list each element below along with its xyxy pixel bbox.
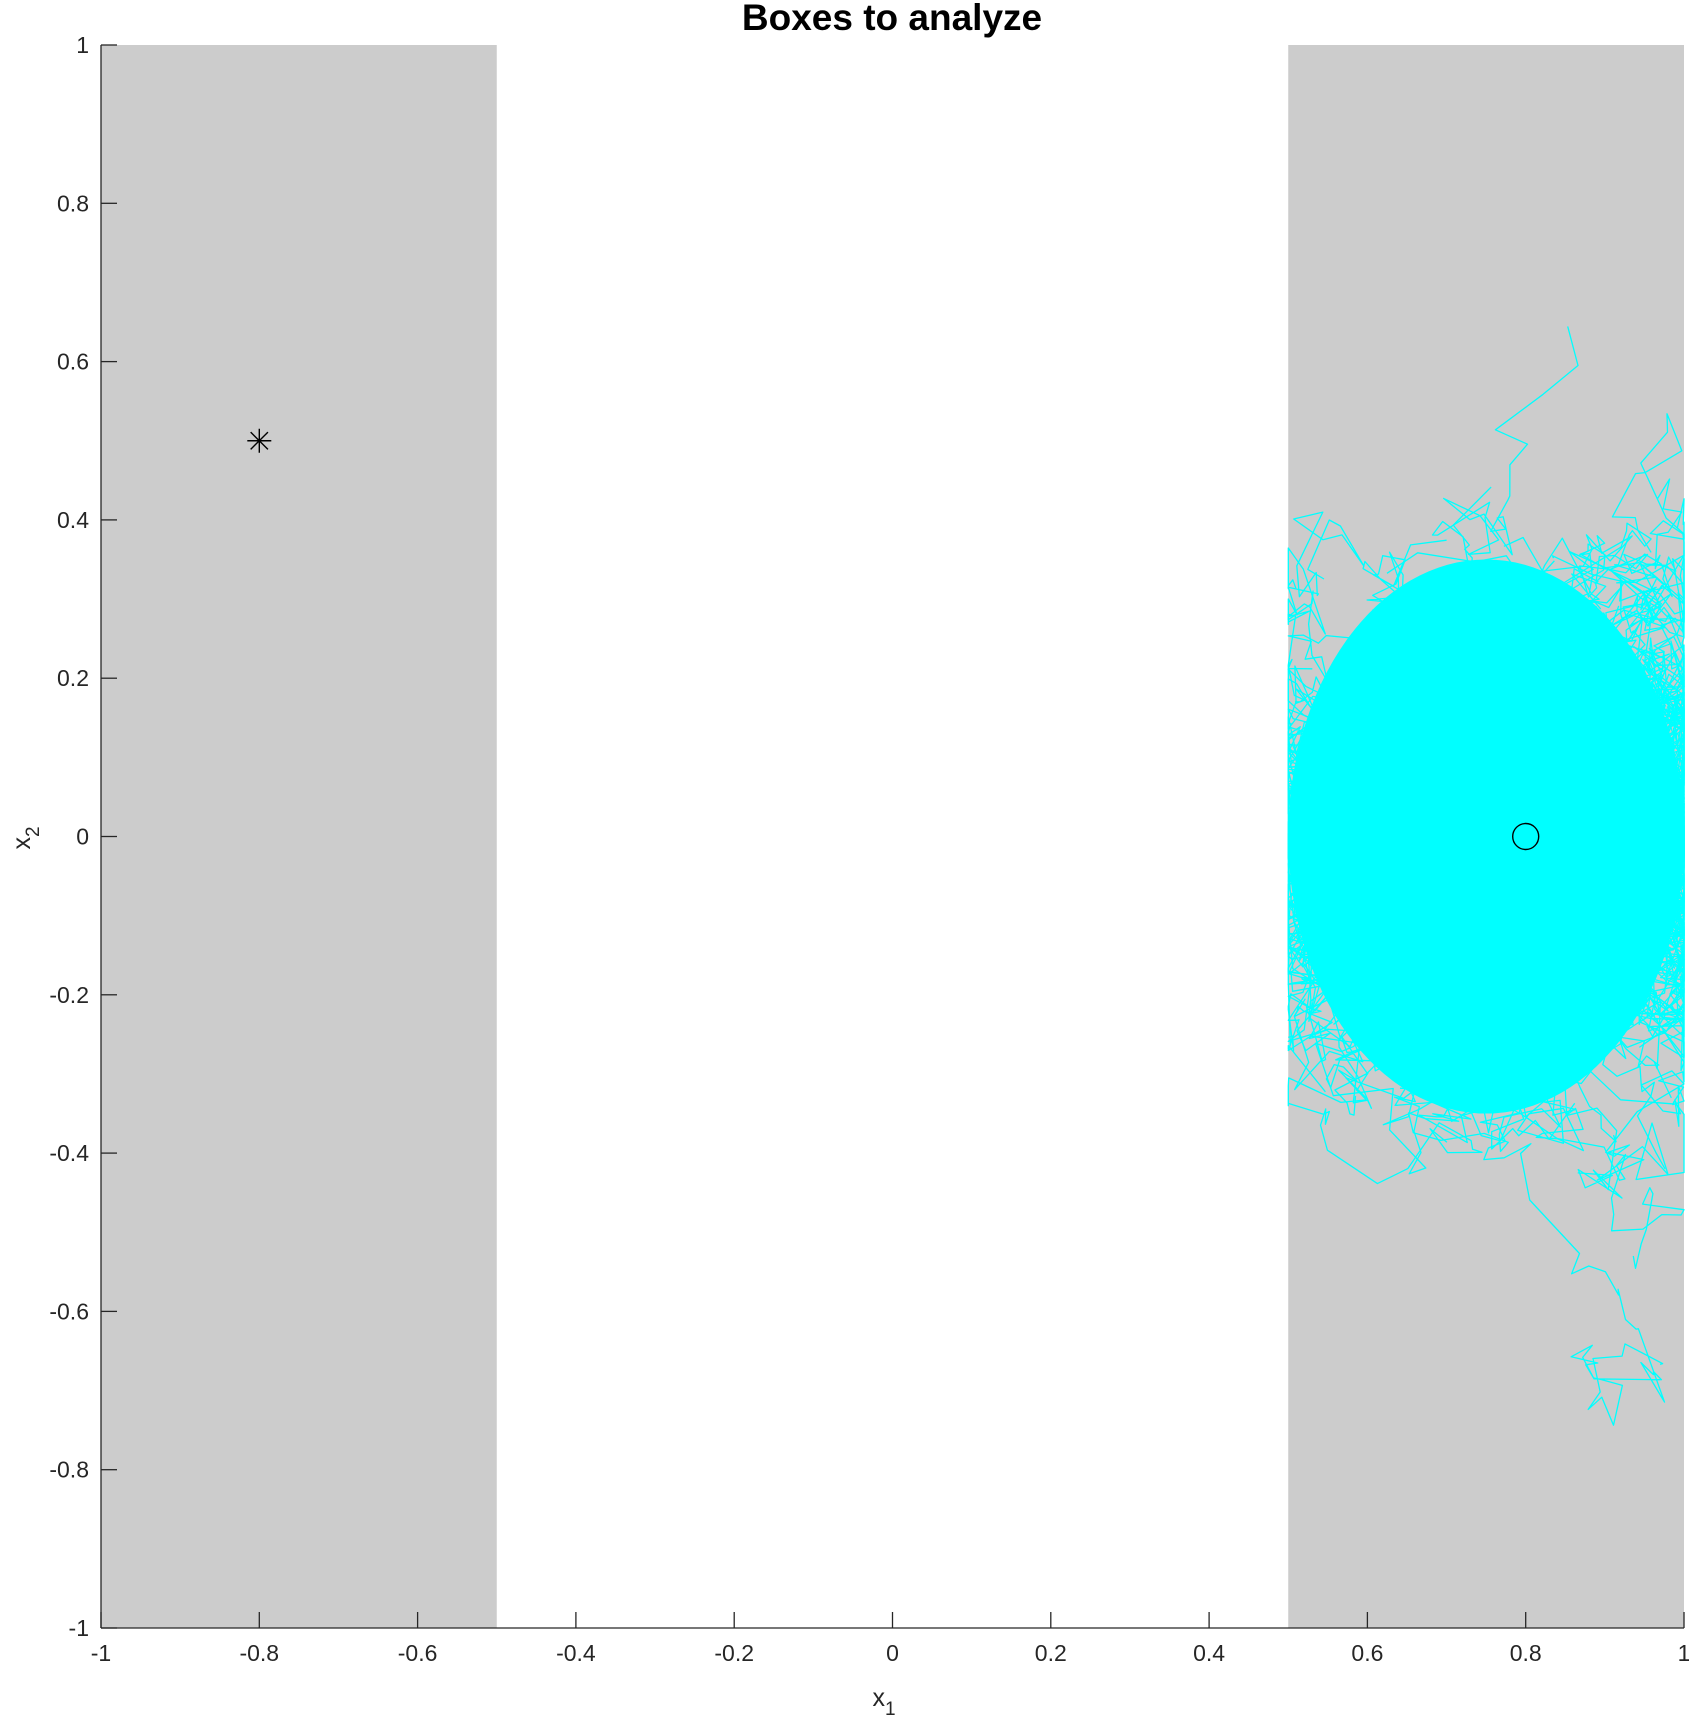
trajectory-path xyxy=(1309,703,1563,898)
trajectory-path xyxy=(1525,802,1685,1059)
analysis-box-1 xyxy=(101,45,497,1628)
markers-layer xyxy=(247,428,1540,851)
trajectory-path xyxy=(1390,752,1536,1020)
trajectory-path xyxy=(1490,744,1685,890)
x-axis-label: x1 xyxy=(872,1684,895,1719)
x-tick-label: -0.8 xyxy=(239,1640,279,1666)
x-axis-label-base: x xyxy=(872,1684,885,1712)
trajectory-path xyxy=(1325,835,1607,1116)
x-tick-label: 0 xyxy=(886,1640,899,1666)
x-tick-label: -0.6 xyxy=(398,1640,438,1666)
trajectory-path xyxy=(1522,805,1685,998)
y-axis-label-sub: 2 xyxy=(23,826,44,837)
y-tick-label: 0 xyxy=(76,824,89,850)
x-tick-label: 0.6 xyxy=(1351,1640,1383,1666)
y-tick-label: 0.8 xyxy=(57,190,89,216)
y-tick-label: -0.4 xyxy=(49,1140,89,1166)
trajectory-path xyxy=(1314,835,1575,1175)
x-tick-label: 0.4 xyxy=(1193,1640,1225,1666)
y-tick-label: -0.6 xyxy=(49,1298,89,1324)
trajectory-path xyxy=(1321,812,1584,1144)
asterisk-marker xyxy=(247,428,272,453)
asterisk-stroke xyxy=(250,431,269,450)
y-tick-label: 0.6 xyxy=(57,349,89,375)
trajectory-path xyxy=(1441,560,1655,981)
y-axis-label: x2 xyxy=(8,826,44,849)
trajectory-path xyxy=(1404,413,1685,851)
y-tick-label: -0.2 xyxy=(49,982,89,1008)
trajectory-path xyxy=(1505,573,1685,837)
x-tick-label: -0.4 xyxy=(556,1640,596,1666)
y-tick-label: -0.8 xyxy=(49,1457,89,1483)
x-tick-label: 0.8 xyxy=(1510,1640,1542,1666)
y-tick-label: 1 xyxy=(76,32,89,58)
trajectory-path xyxy=(1403,717,1527,973)
trajectory-path xyxy=(1287,539,1530,865)
x-tick-label: 0.2 xyxy=(1035,1640,1067,1666)
x-tick-label: -0.2 xyxy=(714,1640,754,1666)
y-axis-label-base: x xyxy=(8,837,36,850)
trajectory-path xyxy=(1287,695,1527,880)
x-tick-label: 1 xyxy=(1678,1640,1689,1666)
x-tick-label: -1 xyxy=(91,1640,111,1666)
trajectories-layer xyxy=(1287,326,1685,1426)
y-tick-label: 0.4 xyxy=(57,507,89,533)
chart-title: Boxes to analyze xyxy=(742,0,1042,38)
trajectory-path xyxy=(1315,835,1600,1101)
trajectory-path xyxy=(1287,715,1527,860)
trajectory-path xyxy=(1443,812,1562,1040)
axes-layer: -1 -0.8 -0.6 -0.4 -0.2 0 0.2 0.4 0.6 0.8 1 -1 -0.8 -0… xyxy=(49,32,1689,1666)
trajectory-path xyxy=(1491,836,1685,1270)
trajectory-path xyxy=(1512,609,1685,890)
y-tick-label: 0.2 xyxy=(57,665,89,691)
y-tick-label: -1 xyxy=(69,1615,89,1641)
circle-marker xyxy=(1511,822,1540,851)
trajectory-path xyxy=(1444,644,1620,849)
x-axis-label-sub: 1 xyxy=(885,1699,896,1719)
trajectory-path xyxy=(1450,635,1575,844)
